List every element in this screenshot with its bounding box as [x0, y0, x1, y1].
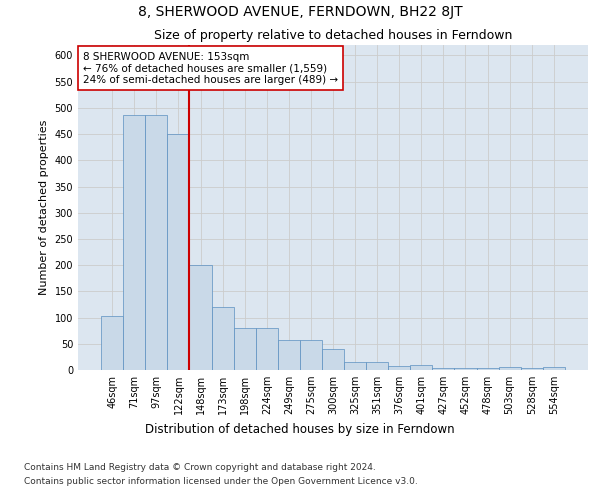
- Bar: [454, 368, 476, 370]
- Bar: [167, 134, 190, 370]
- Bar: [145, 114, 167, 370]
- Bar: [543, 368, 565, 370]
- Bar: [190, 265, 212, 370]
- Bar: [233, 328, 256, 370]
- Text: 8 SHERWOOD AVENUE: 153sqm
← 76% of detached houses are smaller (1,559)
24% of se: 8 SHERWOOD AVENUE: 153sqm ← 76% of detac…: [83, 52, 338, 84]
- Bar: [521, 368, 543, 370]
- Text: 8, SHERWOOD AVENUE, FERNDOWN, BH22 8JT: 8, SHERWOOD AVENUE, FERNDOWN, BH22 8JT: [137, 5, 463, 19]
- Bar: [476, 368, 499, 370]
- Bar: [123, 114, 145, 370]
- Bar: [433, 368, 454, 370]
- Title: Size of property relative to detached houses in Ferndown: Size of property relative to detached ho…: [154, 30, 512, 43]
- Bar: [388, 366, 410, 370]
- Bar: [101, 316, 123, 370]
- Bar: [366, 362, 388, 370]
- Y-axis label: Number of detached properties: Number of detached properties: [39, 120, 49, 295]
- Bar: [278, 340, 300, 370]
- Text: Contains public sector information licensed under the Open Government Licence v3: Contains public sector information licen…: [24, 478, 418, 486]
- Bar: [322, 349, 344, 370]
- Text: Distribution of detached houses by size in Ferndown: Distribution of detached houses by size …: [145, 422, 455, 436]
- Bar: [256, 328, 278, 370]
- Text: Contains HM Land Registry data © Crown copyright and database right 2024.: Contains HM Land Registry data © Crown c…: [24, 462, 376, 471]
- Bar: [212, 307, 233, 370]
- Bar: [344, 362, 366, 370]
- Bar: [300, 340, 322, 370]
- Bar: [499, 368, 521, 370]
- Bar: [410, 365, 433, 370]
